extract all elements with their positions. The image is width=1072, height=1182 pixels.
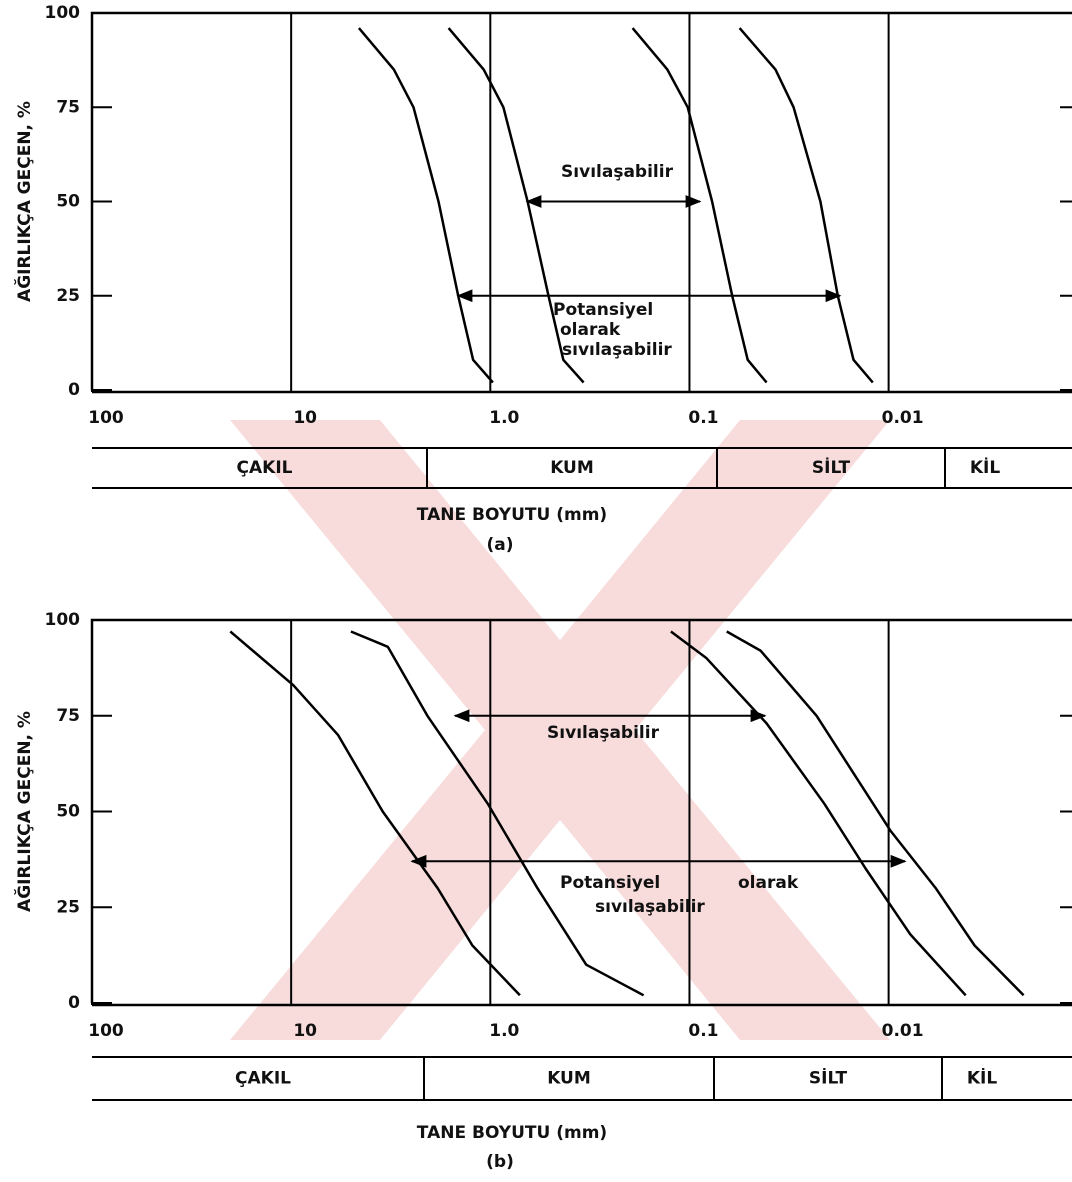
y-tick-label: 0 <box>68 380 80 400</box>
annotation: Potansiyel <box>560 873 660 893</box>
y-tick-label: 25 <box>56 897 80 917</box>
y-axis-label: AĞIRLIKÇA GEÇEN, % <box>13 101 35 302</box>
x-tick-label: 0.01 <box>882 408 924 428</box>
soil-class: SİLT <box>812 456 851 478</box>
y-tick-label: 25 <box>56 286 80 306</box>
soil-class: ÇAKIL <box>235 1069 291 1089</box>
x-tick-label: 1.0 <box>489 1021 519 1041</box>
curve <box>357 27 494 384</box>
watermark <box>230 420 890 1040</box>
curve <box>229 630 521 997</box>
y-tick-label: 100 <box>45 3 81 23</box>
x-tick-label: 100 <box>88 408 124 428</box>
annotation: olarak <box>738 873 799 893</box>
curve <box>631 27 768 384</box>
soil-class: ÇAKIL <box>237 458 293 478</box>
curve <box>350 630 645 997</box>
annotation: Potansiyel <box>553 300 653 320</box>
x-tick-label: 0.1 <box>688 1021 718 1041</box>
x-tick-label: 10 <box>293 1021 317 1041</box>
x-tick-label: 0.01 <box>882 1021 924 1041</box>
x-tick-label: 0.1 <box>688 408 718 428</box>
soil-class: KUM <box>550 458 594 478</box>
curve <box>670 630 967 997</box>
soil-class: KUM <box>547 1069 591 1089</box>
y-tick-label: 100 <box>45 610 81 630</box>
annotation: sıvılaşabilir <box>595 897 705 917</box>
x-tick-label: 100 <box>88 1021 124 1041</box>
x-tick-label: 1.0 <box>489 408 519 428</box>
y-tick-label: 50 <box>56 192 80 212</box>
y-tick-label: 75 <box>56 97 80 117</box>
x-tick-label: 10 <box>293 408 317 428</box>
y-tick-label: 0 <box>68 993 80 1013</box>
annotation: Sıvılaşabilir <box>547 723 660 743</box>
annotation: sıvılaşabilir <box>562 340 672 360</box>
x-axis-label: TANE BOYUTU (mm) <box>417 1123 607 1143</box>
soil-class: SİLT <box>809 1067 848 1089</box>
annotation: olarak <box>560 320 621 340</box>
panel-label: (a) <box>486 535 513 555</box>
y-tick-label: 75 <box>56 706 80 726</box>
curve <box>726 630 1025 997</box>
y-tick-label: 50 <box>56 802 80 822</box>
annotation: Sıvılaşabilir <box>561 162 674 182</box>
soil-class: KİL <box>970 456 1000 478</box>
soil-class: KİL <box>967 1067 997 1089</box>
y-axis-label: AĞIRLIKÇA GEÇEN, % <box>13 711 35 912</box>
panel-label: (b) <box>486 1152 514 1172</box>
curve <box>738 27 874 384</box>
x-axis-label: TANE BOYUTU (mm) <box>417 505 607 525</box>
